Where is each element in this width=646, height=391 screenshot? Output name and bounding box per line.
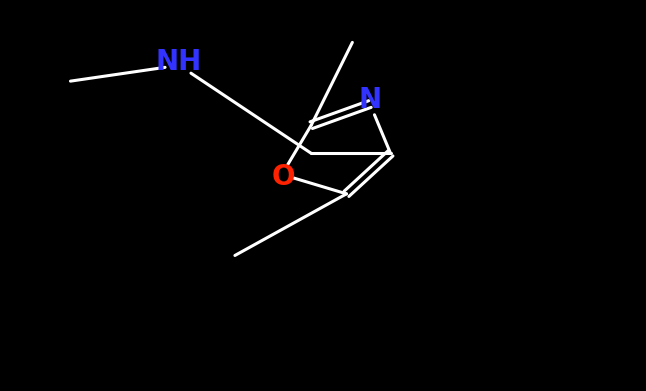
Text: O: O <box>271 163 295 191</box>
Text: NH: NH <box>156 48 202 76</box>
Text: N: N <box>359 86 382 114</box>
